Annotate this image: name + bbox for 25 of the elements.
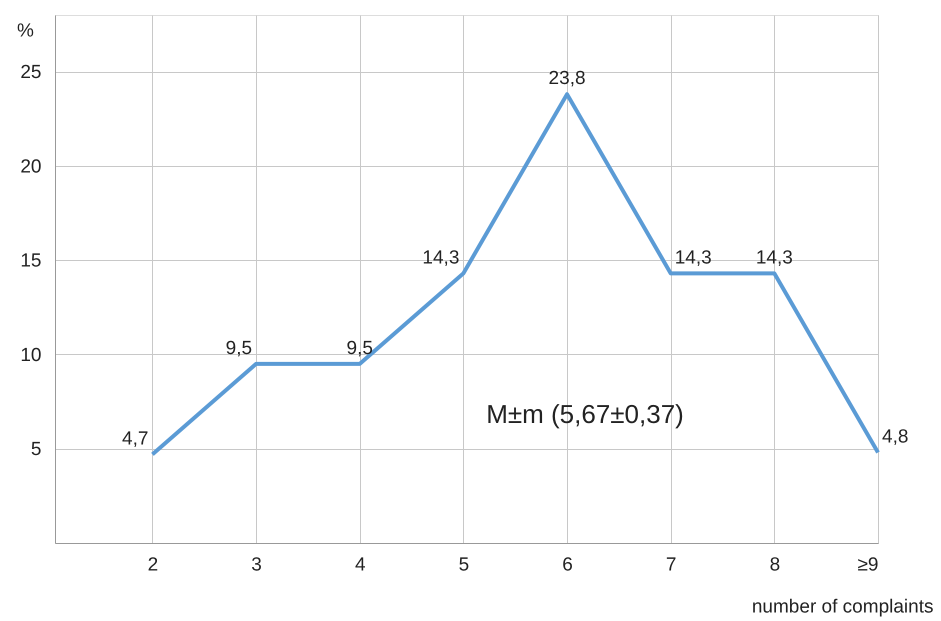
y-tick-label: 20 bbox=[20, 156, 42, 178]
data-label: 14,3 bbox=[756, 247, 793, 268]
data-label: 9,5 bbox=[226, 338, 252, 359]
y-tick-label: 5 bbox=[30, 439, 42, 460]
data-label: 23,8 bbox=[548, 68, 586, 90]
y-tick-label: 10 bbox=[20, 344, 42, 366]
x-tick-label: 8 bbox=[770, 554, 780, 576]
line-series bbox=[150, 92, 880, 456]
x-tick-label: 5 bbox=[458, 554, 470, 576]
x-tick-label: 7 bbox=[666, 554, 676, 576]
x-axis-title: number of complaints bbox=[752, 596, 934, 618]
y-tick-label: 25 bbox=[20, 62, 42, 84]
data-label: 14,3 bbox=[422, 247, 460, 268]
x-tick-label: 2 bbox=[148, 554, 158, 576]
x-tick-label: 3 bbox=[251, 554, 262, 576]
x-tick-label: ≥9 bbox=[858, 554, 878, 576]
data-label: 14,3 bbox=[674, 247, 712, 268]
data-label: 9,5 bbox=[346, 338, 373, 359]
data-label: 4,7 bbox=[122, 428, 148, 450]
data-label: 4,8 bbox=[882, 426, 908, 448]
x-tick-label: 6 bbox=[562, 554, 573, 576]
x-tick-label: 4 bbox=[354, 554, 366, 576]
y-axis-title: % bbox=[17, 20, 34, 42]
y-tick-label: 15 bbox=[20, 250, 42, 272]
annotation: M±m (5,67±0,37) bbox=[486, 399, 684, 429]
